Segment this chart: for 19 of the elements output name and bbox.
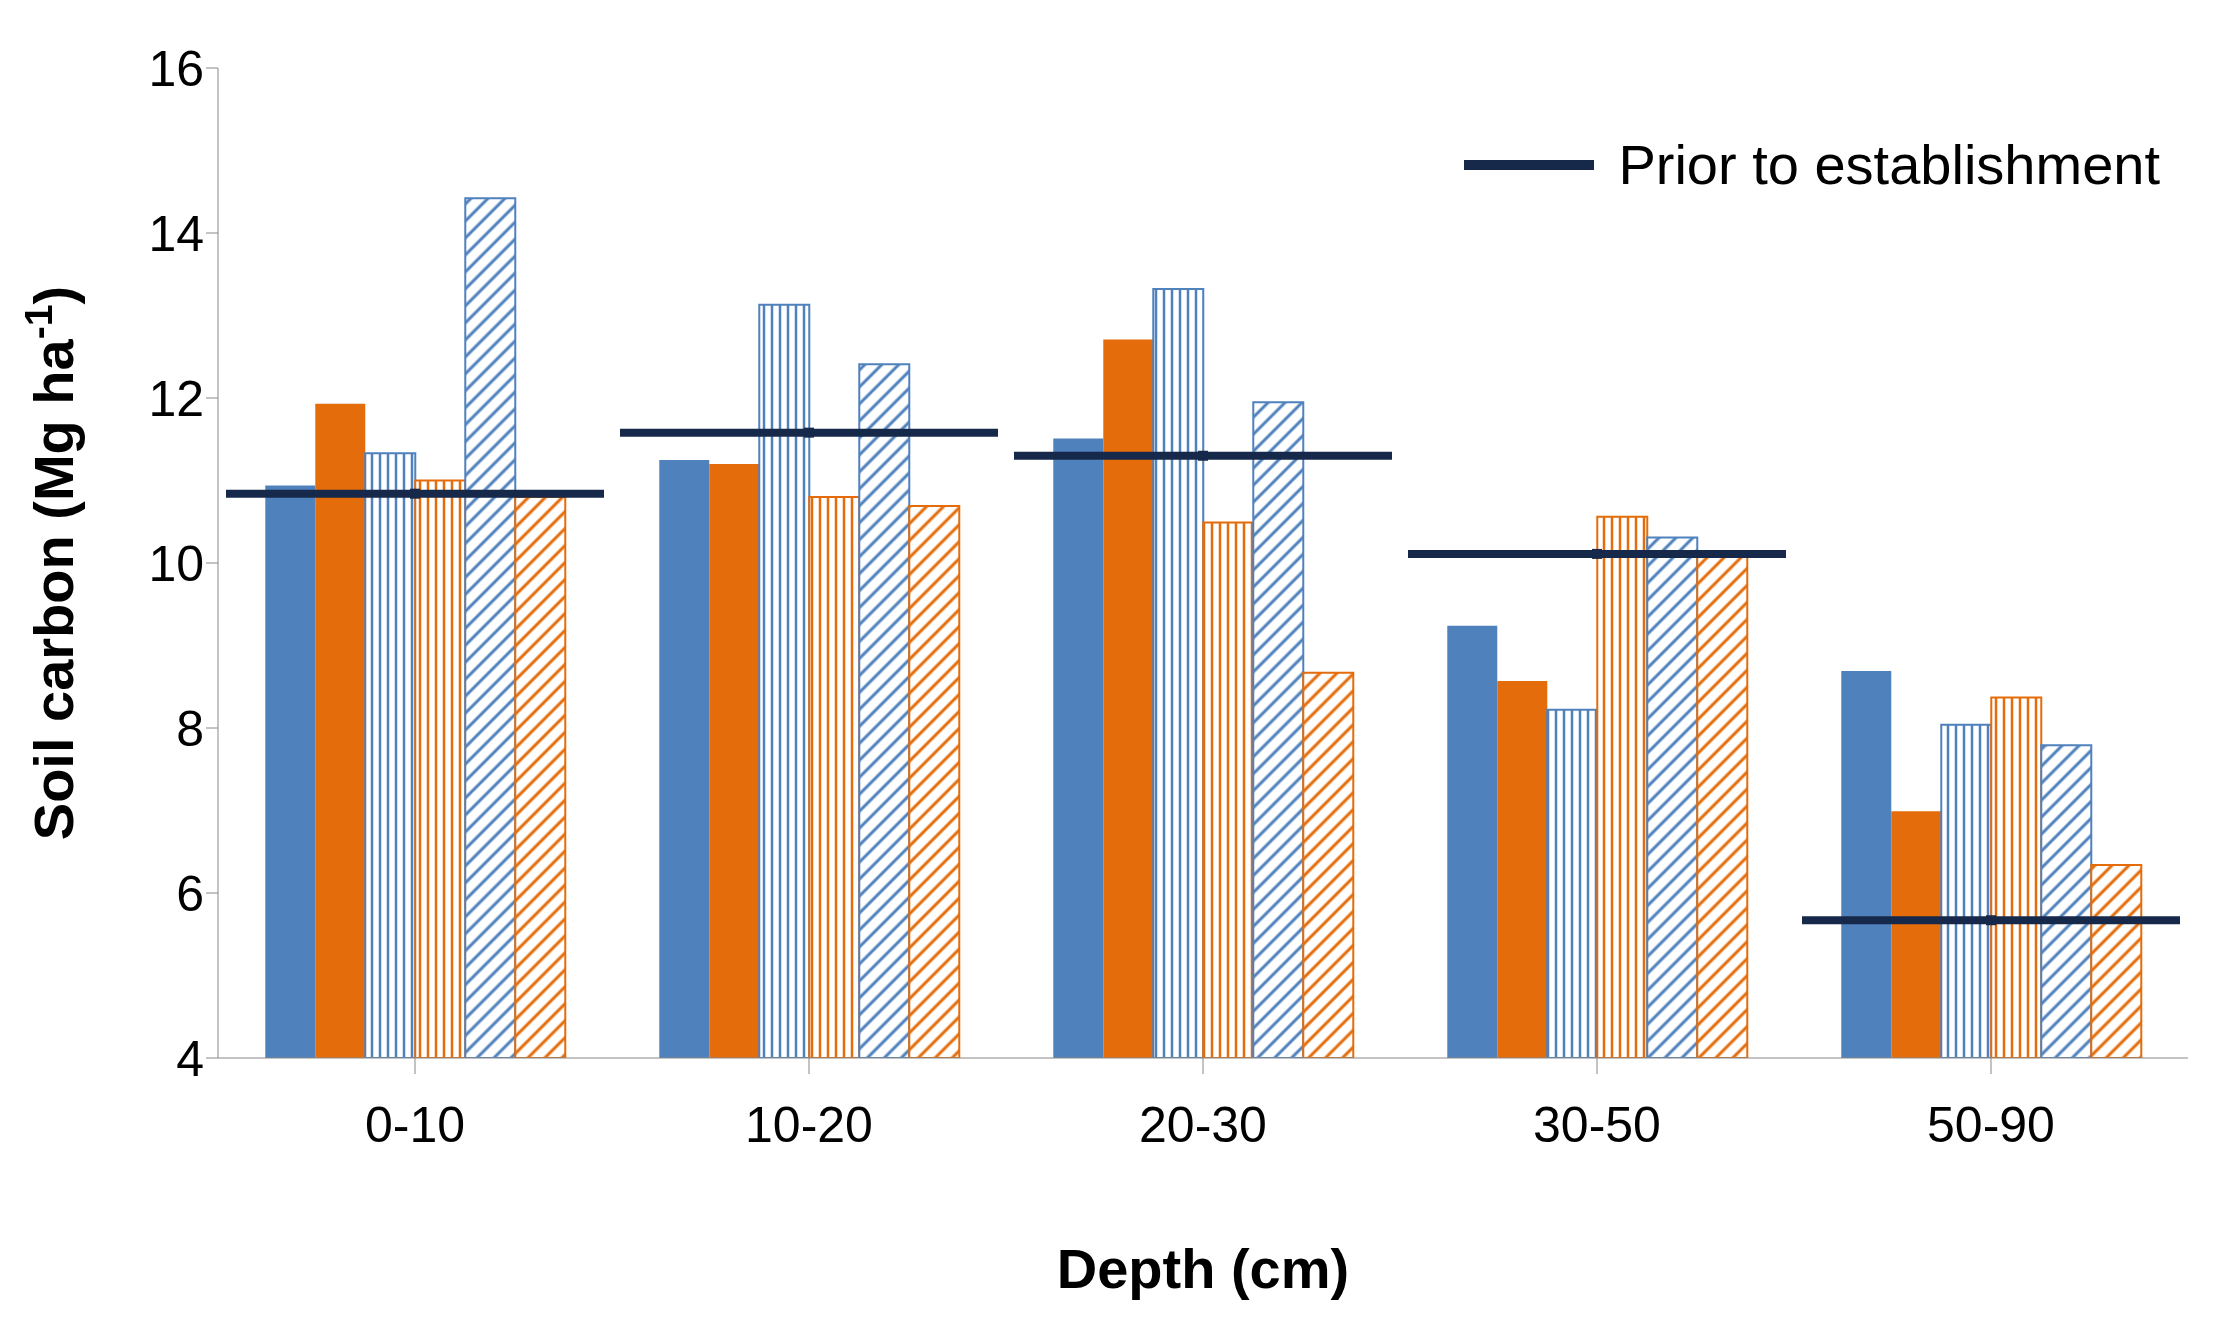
x-axis-title: Depth (cm) (1056, 1237, 1350, 1300)
point (804, 427, 814, 438)
y-tick-label: 8 (176, 700, 204, 757)
y-tick-label: 6 (176, 865, 204, 922)
x-tick-label: 0-10 (364, 1096, 466, 1153)
point (410, 488, 420, 499)
y-tick-label: 4 (176, 1030, 204, 1087)
point (1198, 450, 1208, 461)
legend-label: Prior to establishment (1618, 132, 2160, 197)
y-tick-label: 10 (148, 535, 204, 592)
y-tick-label: 14 (148, 205, 204, 262)
point (1592, 548, 1602, 559)
x-tick-label: 30-50 (1533, 1096, 1661, 1153)
x-tick-label: 10-20 (745, 1096, 873, 1153)
y-tick-label: 16 (148, 40, 204, 97)
point (1986, 915, 1996, 926)
y-tick-label: 12 (148, 370, 204, 427)
x-tick-label: 20-30 (1139, 1096, 1267, 1153)
x-tick-label: 50-90 (1927, 1096, 2055, 1153)
